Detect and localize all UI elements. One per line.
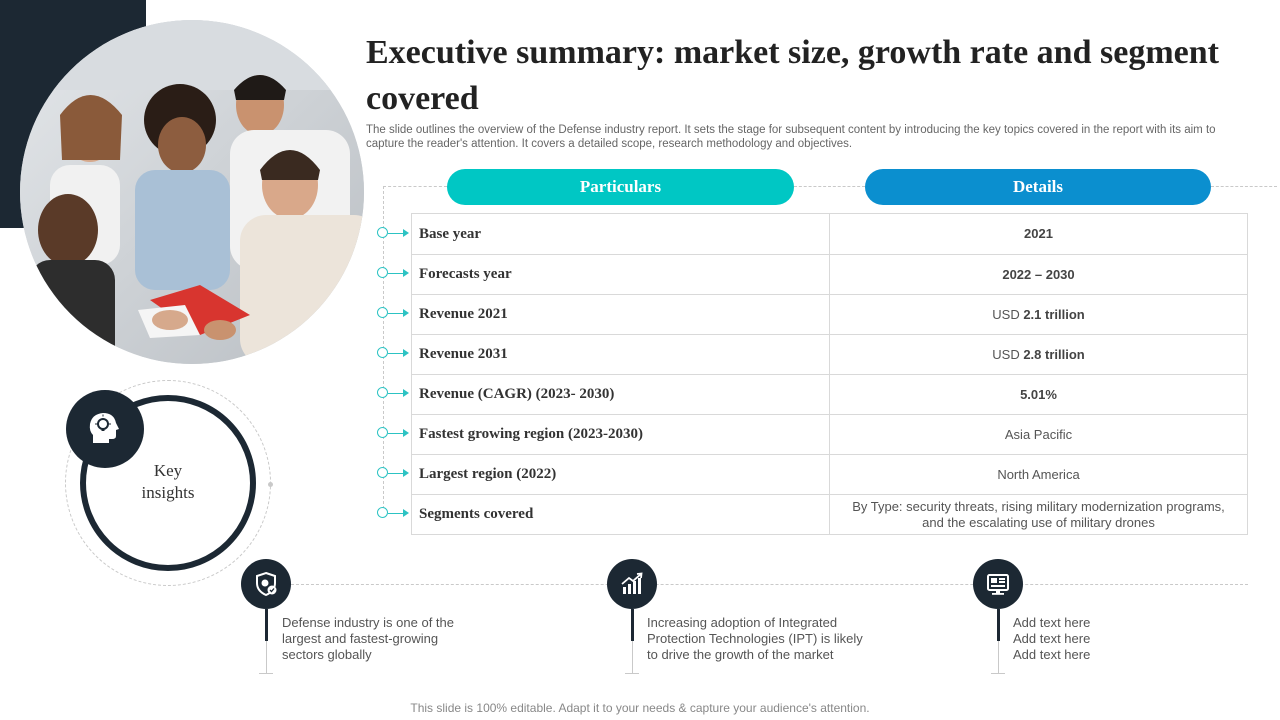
monitor-dashboard-icon — [973, 559, 1023, 609]
insight-stem — [259, 673, 273, 674]
table-row: Fastest growing region (2023-2030) Asia … — [412, 414, 1247, 454]
detail-strong: 2.1 trillion — [1023, 306, 1085, 322]
page-subtitle: The slide outlines the overview of the D… — [366, 124, 1216, 150]
table-row: Base year 2021 — [412, 214, 1247, 254]
particular-cell: Base year — [412, 214, 830, 254]
team-photo — [20, 20, 364, 364]
detail-cell: North America — [997, 466, 1080, 482]
page-title: Executive summary: market size, growth r… — [366, 34, 1219, 117]
arrow-marker-icon — [377, 333, 411, 373]
detail-cell: 2022 – 2030 — [1002, 266, 1075, 282]
insight-stem — [632, 641, 633, 673]
summary-table: Base year 2021 Forecasts year 2022 – 203… — [411, 213, 1248, 535]
key-insights-dot — [268, 482, 273, 487]
detail-prefix: USD — [992, 306, 1024, 322]
arrow-marker-icon — [377, 293, 411, 333]
particular-cell: Largest region (2022) — [412, 455, 830, 494]
insight-text: Increasing adoption of Integrated Protec… — [647, 615, 887, 663]
particular-cell: Revenue (CAGR) (2023- 2030) — [412, 375, 830, 414]
insight-stem — [625, 673, 639, 674]
insight-line: largest and fastest-growing — [282, 631, 439, 646]
particular-cell: Revenue 2031 — [412, 335, 830, 374]
table-row: Largest region (2022) North America — [412, 454, 1247, 494]
key-insights-line: Key — [153, 461, 183, 480]
table-row: Revenue (CAGR) (2023- 2030) 5.01% — [412, 374, 1247, 414]
insight-line: to drive the growth of the market — [647, 647, 834, 662]
insight-line: Protection Technologies (IPT) is likely — [647, 631, 863, 646]
arrow-marker-icon — [377, 453, 411, 493]
particular-cell: Forecasts year — [412, 255, 830, 294]
detail-cell: USD 2.1 trillion — [830, 295, 1247, 334]
particular-cell: Fastest growing region (2023-2030) — [412, 415, 830, 454]
insight-text: Defense industry is one of the largest a… — [282, 615, 482, 663]
insight-line: Defense industry is one of the — [282, 615, 454, 630]
detail-prefix: USD — [992, 346, 1024, 362]
table-row: Revenue 2031 USD 2.8 trillion — [412, 334, 1247, 374]
guide-line — [794, 186, 865, 187]
particulars-header: Particulars — [447, 169, 794, 205]
insight-stem — [631, 609, 634, 641]
arrow-marker-icon — [377, 413, 411, 453]
table-row: Revenue 2021 USD 2.1 trillion — [412, 294, 1247, 334]
row-markers — [377, 213, 411, 533]
insights-timeline — [271, 584, 1248, 585]
insight-stem — [265, 609, 268, 641]
insight-line: Increasing adoption of Integrated — [647, 615, 838, 630]
insight-line: Add text here — [1013, 631, 1091, 646]
footer-note: This slide is 100% editable. Adapt it to… — [410, 701, 870, 715]
arrow-marker-icon — [377, 253, 411, 293]
table-row: Segments covered By Type: security threa… — [412, 494, 1247, 534]
insight-line: Add text here — [1013, 647, 1091, 662]
shield-virus-icon — [241, 559, 291, 609]
particular-cell: Segments covered — [412, 495, 830, 534]
detail-cell: 2021 — [1024, 226, 1053, 241]
detail-cell: By Type: security threats, rising milita… — [852, 498, 1225, 530]
guide-line — [1211, 186, 1277, 187]
guide-line — [383, 186, 447, 187]
insight-line: sectors globally — [282, 647, 372, 662]
detail-cell: Asia Pacific — [1004, 426, 1073, 442]
insight-stem — [998, 641, 999, 673]
details-header: Details — [865, 169, 1211, 205]
arrow-marker-icon — [377, 213, 411, 253]
insight-line: Add text here — [1013, 615, 1091, 630]
key-insights-line: insights — [141, 483, 195, 502]
arrow-marker-icon — [377, 493, 411, 533]
insight-text: Add text here Add text here Add text her… — [1013, 615, 1213, 663]
table-row: Forecasts year 2022 – 2030 — [412, 254, 1247, 294]
insight-stem — [991, 673, 1005, 674]
particular-cell: Revenue 2021 — [412, 295, 830, 334]
arrow-marker-icon — [377, 373, 411, 413]
growth-chart-icon — [607, 559, 657, 609]
detail-cell: USD 2.8 trillion — [830, 335, 1247, 374]
key-insights-label: Key insights — [108, 460, 228, 504]
insight-stem — [997, 609, 1000, 641]
detail-cell: 5.01% — [1020, 386, 1057, 402]
insight-stem — [266, 641, 267, 673]
detail-strong: 2.8 trillion — [1023, 346, 1085, 362]
head-lightbulb-icon — [66, 390, 144, 468]
